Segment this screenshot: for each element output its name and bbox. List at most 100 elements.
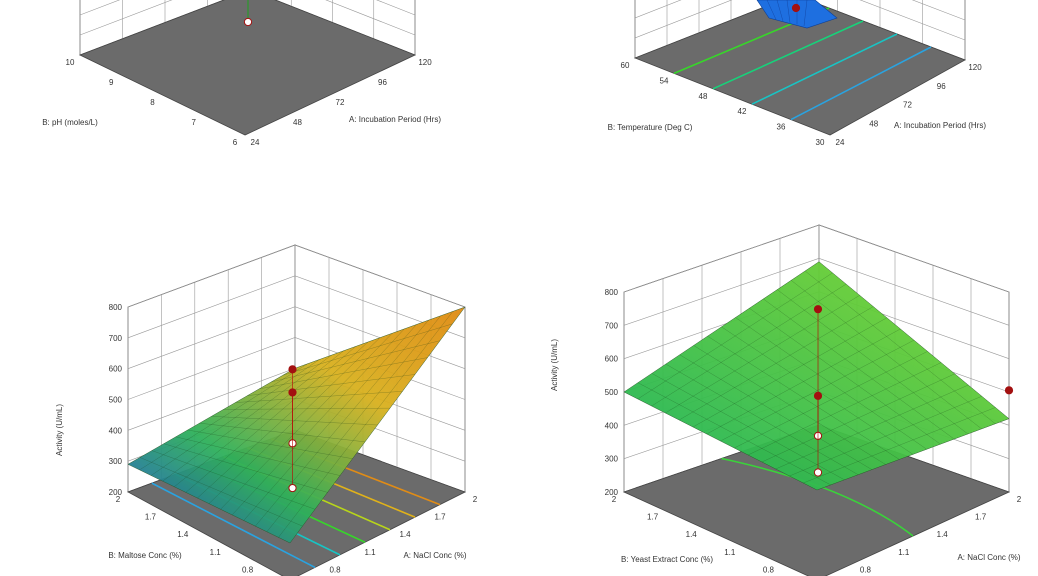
surface-mesh bbox=[637, 382, 831, 486]
surface-mesh bbox=[211, 416, 378, 426]
y-tick-label: 36 bbox=[777, 123, 786, 132]
x-axis-label: A: NaCl Conc (%) bbox=[957, 553, 1020, 562]
surface-mesh bbox=[266, 315, 441, 532]
wall-gridline bbox=[79, 0, 416, 36]
surface-mesh bbox=[804, 270, 996, 424]
y-axis-label: B: Maltose Conc (%) bbox=[108, 551, 182, 560]
surface-mesh bbox=[247, 374, 416, 396]
surface-mesh bbox=[163, 443, 328, 493]
surface-mesh bbox=[777, 289, 969, 435]
surface-mesh bbox=[789, 396, 982, 477]
x-tick-label: 0.8 bbox=[860, 565, 872, 574]
surface-mesh bbox=[803, 407, 996, 484]
y-tick-label: 1.7 bbox=[145, 513, 157, 522]
surface-mesh bbox=[693, 345, 886, 465]
surface-mesh bbox=[220, 333, 393, 510]
surface-mesh bbox=[679, 306, 874, 421]
wall-gridline bbox=[127, 275, 466, 339]
surface-mesh bbox=[735, 317, 927, 450]
surface-mesh bbox=[199, 422, 366, 443]
y-tick-label: 48 bbox=[699, 92, 708, 101]
z-axis-label: Activity (U/mL) bbox=[55, 404, 64, 456]
x-tick-label: 1.4 bbox=[937, 530, 949, 539]
x-tick-label: 72 bbox=[336, 98, 345, 107]
design-point-below bbox=[813, 468, 823, 477]
x-tick-label: 1.7 bbox=[975, 513, 987, 522]
x-tick-label: 1.1 bbox=[364, 548, 376, 557]
x-tick-label: 1.7 bbox=[434, 513, 446, 522]
z-tick-label: 500 bbox=[109, 396, 123, 405]
surface-mesh bbox=[231, 328, 405, 516]
surface-mesh bbox=[282, 323, 453, 376]
design-point-above bbox=[813, 305, 823, 314]
floor-plane bbox=[78, 0, 417, 136]
surface-mesh bbox=[665, 295, 860, 414]
y-tick-label: 1.4 bbox=[177, 530, 189, 539]
surface-mesh bbox=[139, 363, 308, 471]
surface-mesh bbox=[223, 407, 391, 410]
contour-line bbox=[721, 457, 914, 537]
y-tick-label: 0.8 bbox=[763, 565, 775, 574]
y-tick-label: 2 bbox=[612, 495, 617, 504]
surface-mesh bbox=[786, 0, 791, 23]
surface-mesh bbox=[197, 341, 369, 499]
surface-mesh bbox=[651, 373, 845, 481]
surface-mesh bbox=[278, 311, 454, 538]
surface-mesh bbox=[174, 350, 344, 487]
surface-mesh bbox=[679, 354, 872, 470]
x-axis-label: A: Incubation Period (Hrs) bbox=[894, 121, 986, 130]
surface-mesh bbox=[720, 339, 915, 442]
chart-svg: 24 48 72 96 120 6 7 8 9 10 A: Incubation Period (H… bbox=[42, 0, 441, 147]
wall-gridline bbox=[634, 0, 966, 41]
design-point-above bbox=[288, 365, 297, 374]
wall-gridline bbox=[623, 257, 1010, 326]
z-axis-label: Activity (U/mL) bbox=[550, 339, 559, 391]
z-tick-label: 700 bbox=[605, 321, 619, 330]
x-axis-label: A: Incubation Period (Hrs) bbox=[349, 115, 441, 124]
z-tick-label: 400 bbox=[109, 426, 123, 435]
surface-plot-incubation-ph: 24 48 72 96 120 6 7 8 9 10 A: Incubation Period (H… bbox=[0, 0, 519, 160]
y-axis-label: B: Temperature (Deg C) bbox=[608, 123, 693, 132]
y-tick-label: 2 bbox=[116, 495, 121, 504]
x-tick-label: 1.1 bbox=[898, 548, 910, 557]
z-tick-label: 500 bbox=[605, 388, 619, 397]
surface-plot-incubation-temperature: 24 48 72 96 120 30 36 42 48 54 60 A: Incubation Per… bbox=[519, 0, 1038, 160]
y-tick-label: 1.1 bbox=[210, 548, 222, 557]
z-tick-label: 300 bbox=[605, 455, 619, 464]
surface-mesh bbox=[185, 346, 356, 493]
surface-mesh bbox=[665, 363, 859, 475]
x-tick-label: 72 bbox=[903, 101, 912, 110]
surface-mesh bbox=[139, 457, 303, 527]
x-tick-label: 1.4 bbox=[399, 530, 411, 539]
x-tick-label: 48 bbox=[293, 118, 302, 127]
chart-svg: 24 48 72 96 120 30 36 42 48 54 60 A: Incubation Per… bbox=[608, 0, 986, 147]
z-tick-label: 200 bbox=[605, 488, 619, 497]
y-axis-label: B: Yeast Extract Conc (%) bbox=[621, 555, 713, 564]
surface-mesh bbox=[706, 328, 901, 435]
design-point-above bbox=[813, 391, 823, 400]
y-tick-label: 30 bbox=[816, 138, 825, 147]
surface-mesh bbox=[651, 283, 847, 407]
surface-mesh bbox=[790, 280, 982, 430]
surface-mesh bbox=[766, 0, 777, 20]
z-tick-label: 600 bbox=[109, 365, 123, 374]
x-tick-label: 48 bbox=[869, 119, 878, 128]
y-tick-label: 0.8 bbox=[242, 565, 254, 574]
y-tick-label: 6 bbox=[233, 138, 238, 147]
surface-mesh bbox=[235, 391, 403, 403]
floor-plane bbox=[633, 0, 966, 136]
surface-mesh bbox=[243, 324, 417, 521]
surface-mesh bbox=[721, 326, 914, 455]
z-tick-label: 800 bbox=[109, 303, 123, 312]
surface-mesh bbox=[707, 335, 900, 460]
y-tick-label: 42 bbox=[738, 107, 747, 116]
z-tick-label: 400 bbox=[605, 421, 619, 430]
surface-mesh bbox=[271, 340, 441, 383]
z-tick-label: 300 bbox=[109, 457, 123, 466]
y-tick-label: 10 bbox=[66, 58, 75, 67]
surface-mesh bbox=[175, 436, 341, 476]
design-point-above bbox=[791, 3, 801, 13]
